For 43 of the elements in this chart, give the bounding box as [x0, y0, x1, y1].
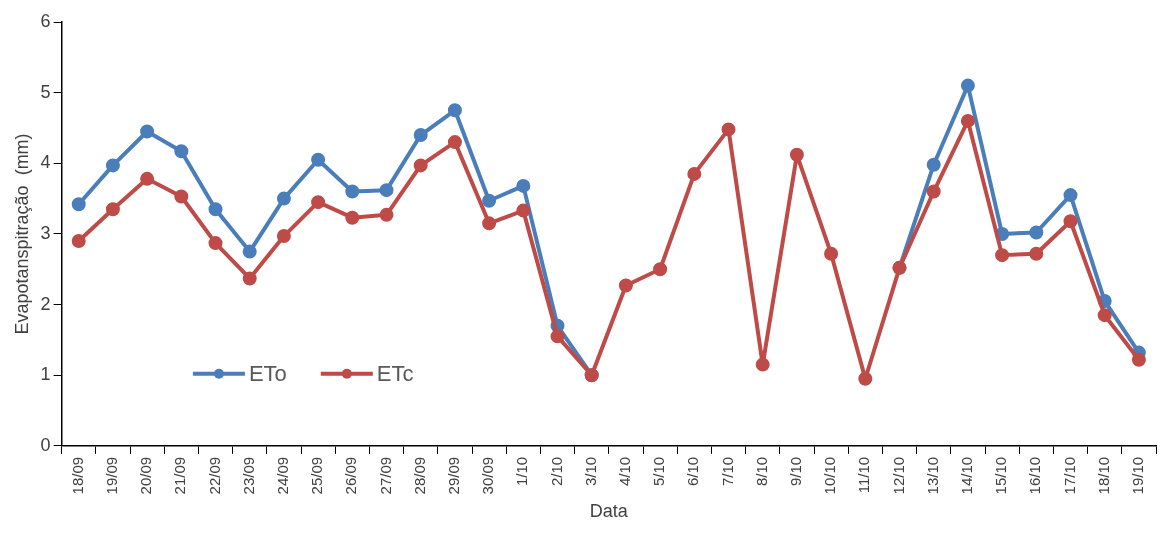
- x-tick-label: 20/09: [137, 456, 155, 495]
- x-tick-label: 24/09: [274, 456, 292, 495]
- x-tick-label: 26/09: [342, 456, 360, 495]
- y-tick-label: 0: [40, 434, 51, 455]
- x-tick-label: 4/10: [616, 456, 634, 487]
- x-tick-label: 30/09: [479, 456, 497, 495]
- x-tick-label: 18/10: [1094, 456, 1112, 495]
- x-tick-label: 19/10: [1129, 456, 1147, 495]
- y-axis-title: Evapotanspitração (mm): [11, 133, 32, 335]
- x-tick-label: 6/10: [684, 456, 702, 487]
- x-tick-label: 17/10: [1060, 456, 1078, 495]
- x-tick-label: 23/09: [239, 456, 257, 495]
- x-tick-label: 1/10: [513, 456, 531, 487]
- x-tick-label: 5/10: [650, 456, 668, 487]
- x-tick-label: 8/10: [752, 456, 770, 487]
- x-tick-label: 3/10: [581, 456, 599, 487]
- x-tick-label: 19/09: [103, 456, 121, 495]
- x-tick-label: 15/10: [992, 456, 1010, 495]
- x-tick-label: 10/10: [821, 456, 839, 495]
- x-tick-label: 12/10: [889, 456, 907, 495]
- x-tick-label: 28/09: [410, 456, 428, 495]
- y-tick-label: 4: [40, 152, 51, 173]
- x-tick-label: 22/09: [205, 456, 223, 495]
- x-tick-label: 13/10: [923, 456, 941, 495]
- x-tick-label: 18/09: [68, 456, 86, 495]
- x-tick-label: 21/09: [171, 456, 189, 495]
- y-tick-label: 6: [40, 10, 51, 31]
- x-tick-label: 11/10: [855, 456, 873, 494]
- x-tick-label: 27/09: [376, 456, 394, 495]
- x-axis-title: Data: [589, 501, 629, 522]
- x-tick-label: 14/10: [958, 456, 976, 495]
- x-tick-label: 7/10: [718, 456, 736, 487]
- y-tick-label: 5: [40, 81, 51, 102]
- y-tick-label: 3: [40, 222, 51, 243]
- legend-label: ETc: [376, 360, 414, 386]
- x-tick-label: 25/09: [308, 456, 326, 495]
- x-tick-label: 9/10: [787, 456, 805, 487]
- x-tick-label: 2/10: [547, 456, 565, 487]
- x-tick-label: 29/09: [445, 456, 463, 495]
- legend-label: ETo: [248, 360, 287, 386]
- x-tick-label: 16/10: [1026, 456, 1044, 495]
- y-tick-label: 1: [40, 364, 51, 385]
- y-tick-label: 2: [40, 293, 51, 314]
